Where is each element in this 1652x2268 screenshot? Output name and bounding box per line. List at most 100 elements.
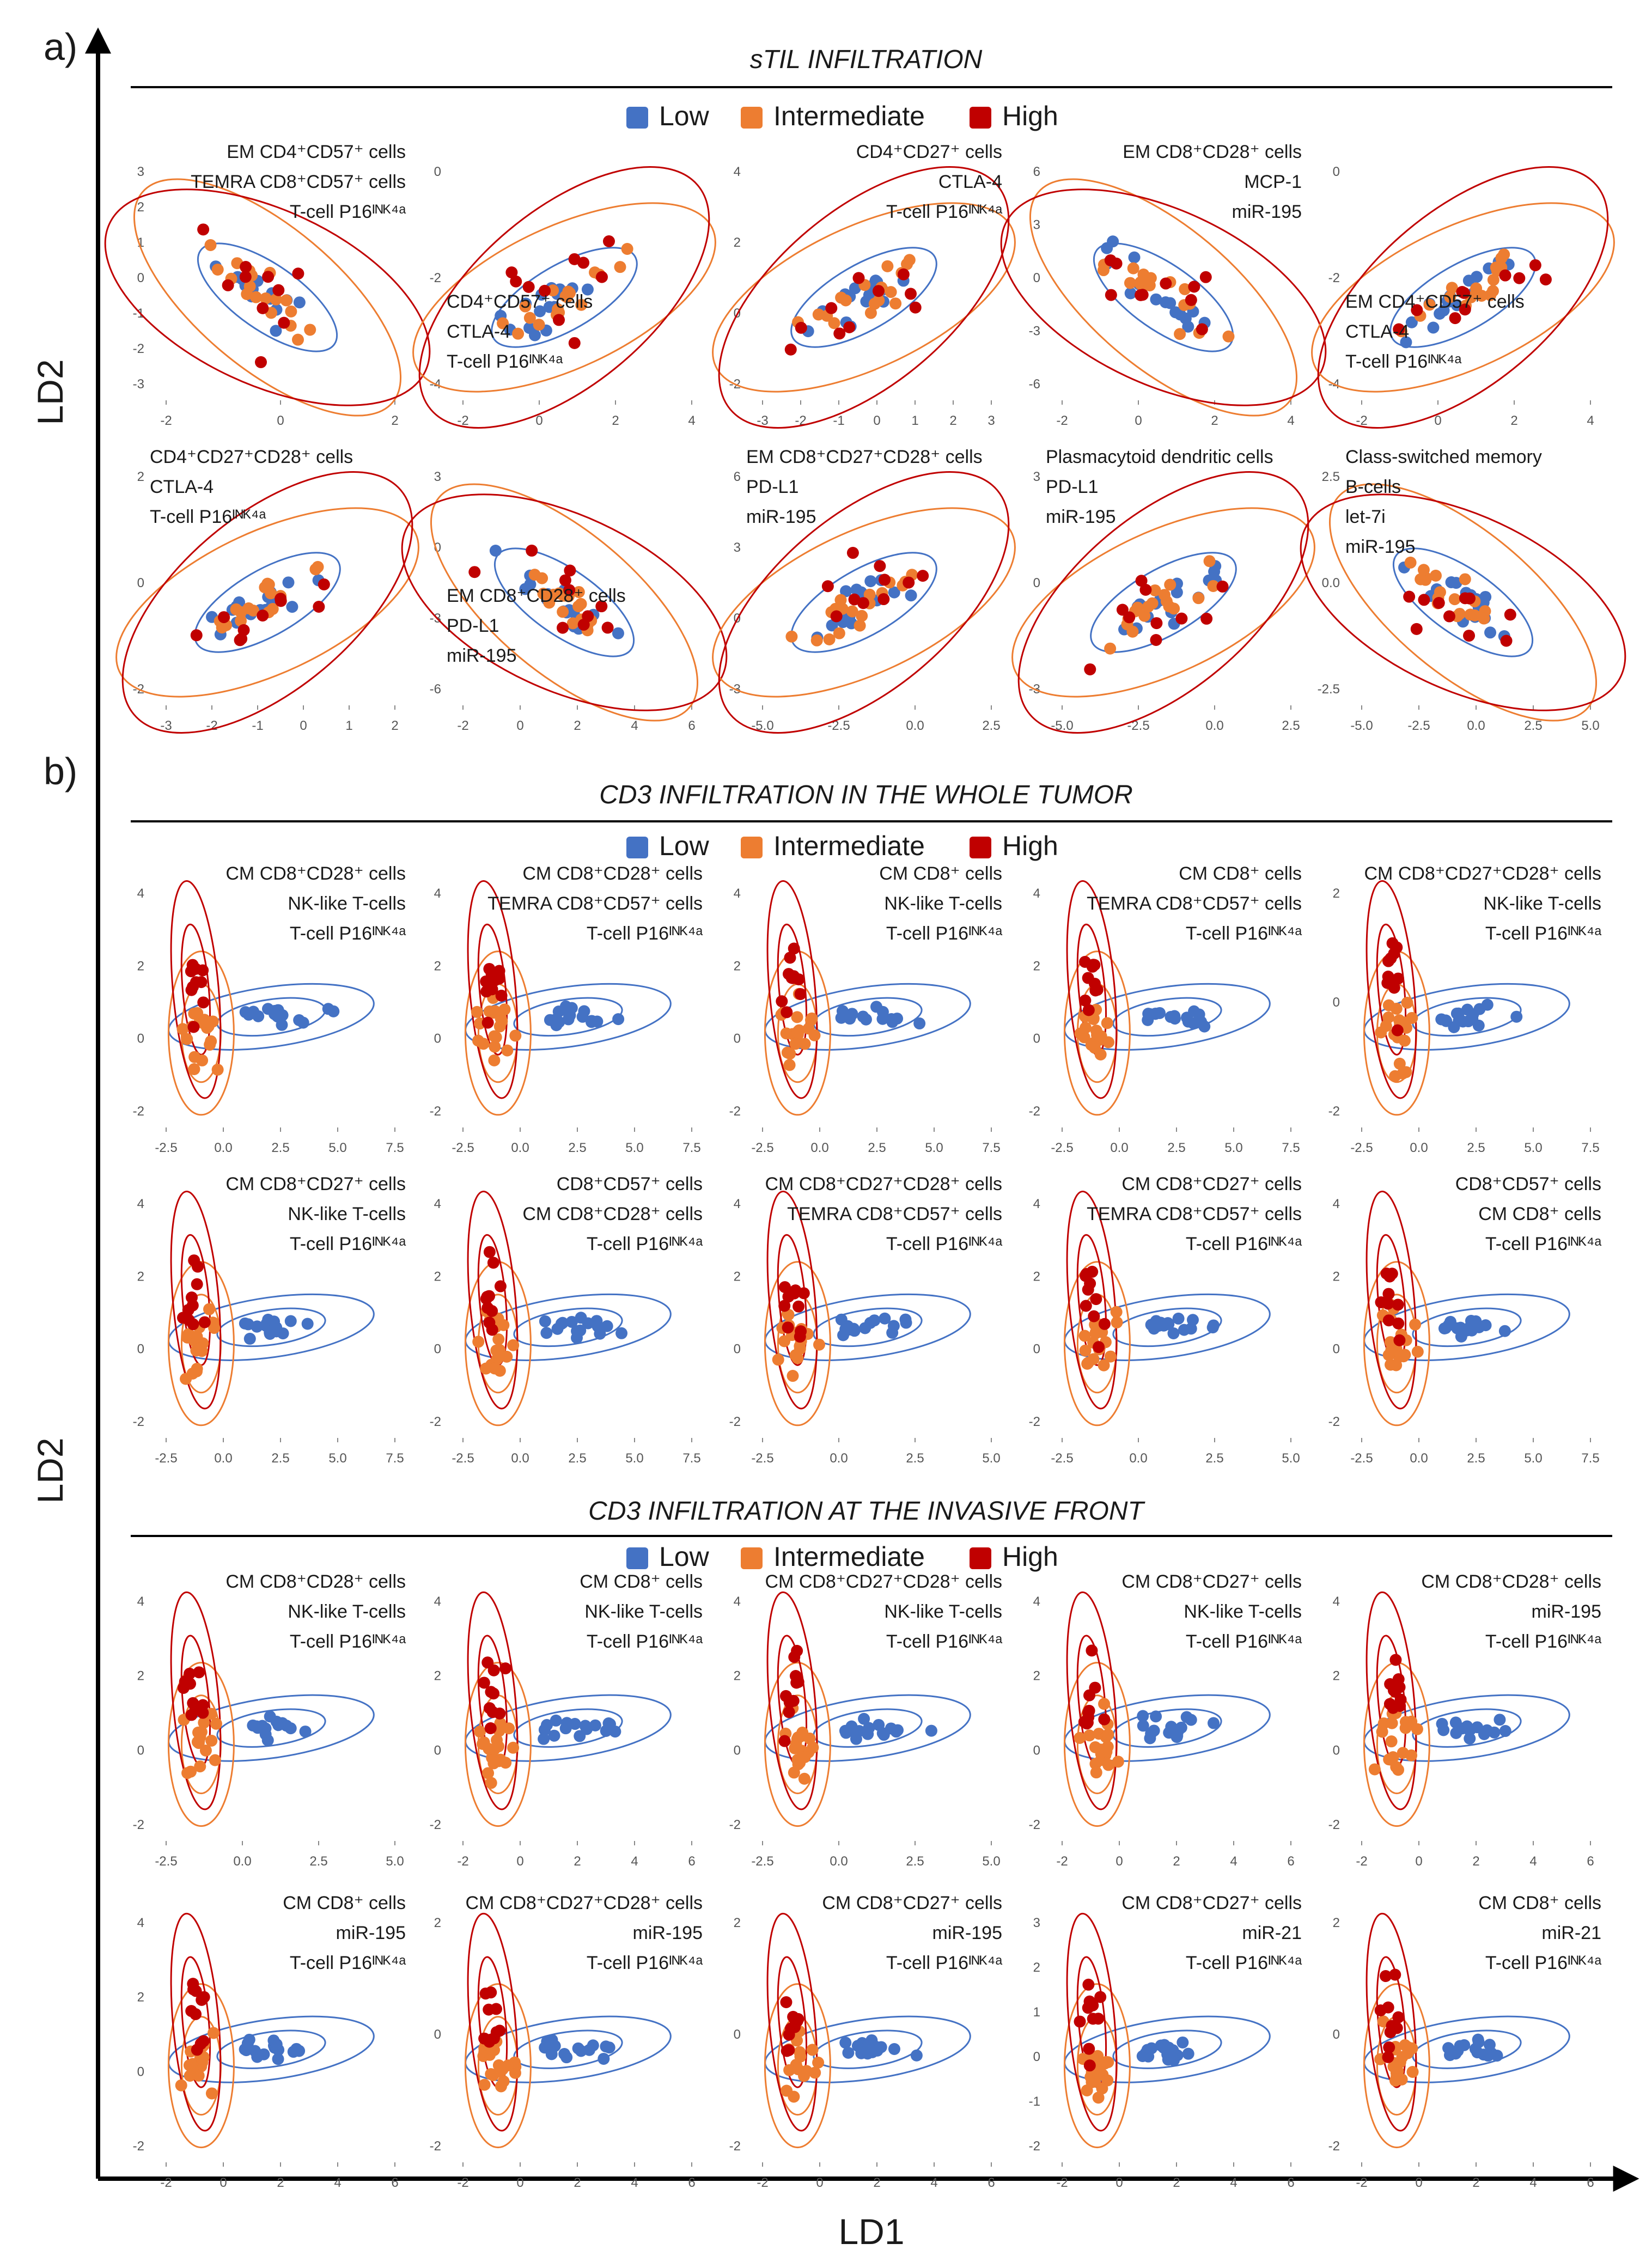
confidence-ellipse <box>790 247 937 348</box>
data-point-intermediate <box>180 1373 192 1385</box>
data-point-intermediate <box>575 598 587 610</box>
x-tick-label: -3 <box>757 413 768 428</box>
data-point-high <box>539 284 551 297</box>
data-point-low <box>579 1720 592 1732</box>
annotation-label: NK-like T-cells <box>884 893 1002 914</box>
legend-swatch-high <box>970 837 991 858</box>
data-point-intermediate <box>572 586 585 598</box>
x-tick-label: 2 <box>574 718 581 733</box>
data-point-high <box>185 1291 198 1304</box>
data-point-low <box>552 1005 565 1018</box>
data-point-intermediate <box>205 1734 218 1747</box>
x-tick-label: -5.0 <box>1350 718 1373 733</box>
x-tick-label: 0.0 <box>1410 1141 1428 1155</box>
x-tick-label: 0.0 <box>511 1451 529 1466</box>
data-point-low <box>1208 1319 1220 1332</box>
y-tick-label: -6 <box>1029 377 1040 392</box>
data-point-intermediate <box>1399 1016 1411 1029</box>
data-point-low <box>585 1016 598 1028</box>
data-point-intermediate <box>477 1038 490 1050</box>
data-point-intermediate <box>1382 999 1395 1011</box>
data-point-low <box>1137 1710 1149 1722</box>
x-tick-label: 2 <box>1173 1854 1180 1869</box>
y-tick-label: 2.5 <box>1322 470 1340 484</box>
data-point-intermediate <box>1104 1350 1117 1363</box>
legend-swatch-intermediate <box>741 107 763 129</box>
y-tick-label: 2 <box>734 1269 741 1284</box>
data-point-intermediate <box>196 2052 209 2065</box>
data-point-high <box>1098 1318 1111 1330</box>
data-point-intermediate <box>183 2059 196 2071</box>
data-point-intermediate <box>1487 285 1499 297</box>
data-point-intermediate <box>209 1754 221 1766</box>
data-point-high <box>481 1016 494 1029</box>
data-point-high <box>468 566 481 578</box>
data-point-intermediate <box>791 1011 803 1023</box>
data-point-intermediate <box>1409 1318 1422 1331</box>
confidence-ellipse-high <box>180 1956 211 2088</box>
data-point-low <box>550 1714 562 1727</box>
subplot: -2.5 0.0 2.5 5.0 7.5 4 2 0 -2 CM CD8⁺ cells NK-lik… <box>729 863 1003 1155</box>
legend-swatch-intermediate <box>741 837 763 858</box>
confidence-ellipse <box>104 188 431 406</box>
data-point-intermediate <box>1127 262 1139 275</box>
data-point-intermediate <box>1099 2057 1111 2070</box>
data-point-intermediate <box>210 1717 222 1730</box>
data-point-low <box>1488 1726 1501 1739</box>
data-point-intermediate <box>188 1051 201 1063</box>
data-point-low <box>1168 2054 1180 2066</box>
y-tick-label: 4 <box>137 1916 144 1930</box>
x-tick-label: 4 <box>1230 2175 1237 2190</box>
confidence-ellipse-low <box>813 2029 923 2069</box>
y-tick-label: -2 <box>1328 1415 1340 1429</box>
data-point-high <box>1188 281 1200 293</box>
data-point-high <box>1083 2059 1096 2072</box>
annotation-label: PD-L1 <box>1046 477 1098 497</box>
data-point-high <box>1160 277 1172 290</box>
x-tick-label: 2 <box>277 2175 284 2190</box>
confidence-ellipse-low <box>513 997 623 1037</box>
confidence-ellipse <box>718 471 1010 734</box>
data-point-high <box>791 1644 803 1657</box>
data-point-intermediate <box>507 1339 520 1351</box>
x-tick-label: 7.5 <box>1581 1141 1599 1155</box>
y-tick-label: 0 <box>434 164 441 179</box>
y-tick-label: 4 <box>1033 1197 1040 1211</box>
y-tick-label: -1 <box>1029 2094 1040 2109</box>
data-point-intermediate <box>199 1744 212 1757</box>
x-tick-label: -2 <box>457 1854 468 1869</box>
confidence-ellipse <box>194 552 341 653</box>
data-point-intermediate <box>1417 564 1430 576</box>
data-point-high <box>1104 254 1117 266</box>
confidence-ellipse-high <box>1366 880 1417 1099</box>
x-tick-label: 2.5 <box>1524 718 1542 733</box>
data-point-intermediate <box>1459 573 1471 586</box>
x-tick-label: 5.0 <box>1224 1141 1242 1155</box>
subplot: -2 0 2 4 6 2 0 -2 CM CD8⁺CD27⁺ cells miR-195 T-cel… <box>729 1893 1003 2190</box>
y-tick-label: 0 <box>1033 1342 1040 1357</box>
data-point-intermediate <box>796 1726 809 1739</box>
data-point-low <box>1450 1727 1462 1739</box>
x-tick-label: 2 <box>1472 1854 1479 1869</box>
data-point-high <box>179 1675 191 1688</box>
y-tick-label: 4 <box>1333 1594 1340 1609</box>
annotation-label: NK-like T-cells <box>1184 1601 1302 1622</box>
data-point-low <box>1142 2050 1155 2063</box>
x-tick-label: 0 <box>516 2175 523 2190</box>
data-point-intermediate <box>494 1717 507 1729</box>
data-point-intermediate <box>493 1755 505 1767</box>
y-tick-label: 0 <box>734 2027 741 2042</box>
data-point-intermediate <box>497 1319 510 1331</box>
data-point-low <box>886 1326 899 1339</box>
data-point-low <box>879 1312 891 1325</box>
data-point-high <box>1513 272 1526 284</box>
data-point-high <box>1443 610 1455 623</box>
legend-swatch-low <box>626 107 648 129</box>
y-tick-label: -2 <box>729 1818 741 1832</box>
data-point-low <box>1178 1324 1190 1336</box>
y-tick-label: 0 <box>434 1342 441 1357</box>
data-point-low <box>1164 297 1176 309</box>
x-tick-label: 0 <box>516 718 523 733</box>
annotation-label: T-cell P16ᴵᴺᴷ⁴ᵃ <box>1485 1953 1602 1973</box>
x-tick-label: 2.5 <box>309 1854 327 1869</box>
